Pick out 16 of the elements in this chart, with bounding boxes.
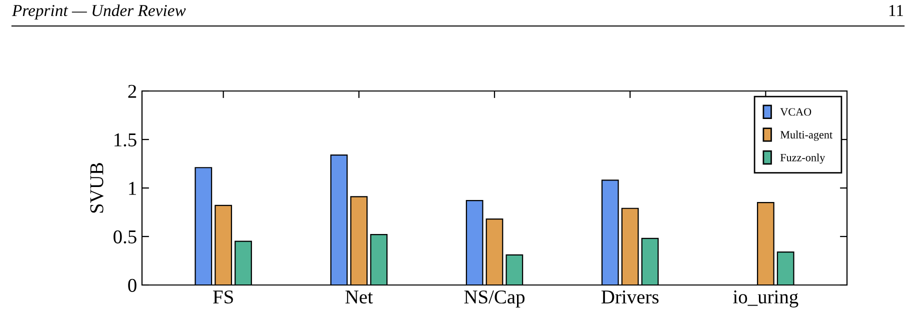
- x-tick-label: NS/Cap: [464, 290, 525, 308]
- y-tick-label: 0: [128, 278, 136, 292]
- legend-label: Fuzz-only: [780, 154, 826, 164]
- x-tick-label: io_uring: [733, 290, 798, 308]
- legend-label: VCAO: [780, 108, 812, 116]
- text: 11: [889, 5, 903, 16]
- x-tick-label: Drivers: [601, 290, 659, 304]
- y-tick-label: 2: [128, 84, 136, 98]
- x-tick-label: Net: [345, 290, 373, 304]
- y-tick-label: 0.5: [114, 230, 136, 244]
- y-tick-label: 1: [129, 182, 136, 195]
- x-tick-label: FS: [213, 290, 233, 304]
- y-axis-title: SVUB: [90, 163, 104, 213]
- legend-label: Multi-agent: [780, 130, 832, 141]
- text: Preprint — Under Review: [12, 4, 186, 20]
- y-tick-label: 1.5: [114, 133, 136, 147]
